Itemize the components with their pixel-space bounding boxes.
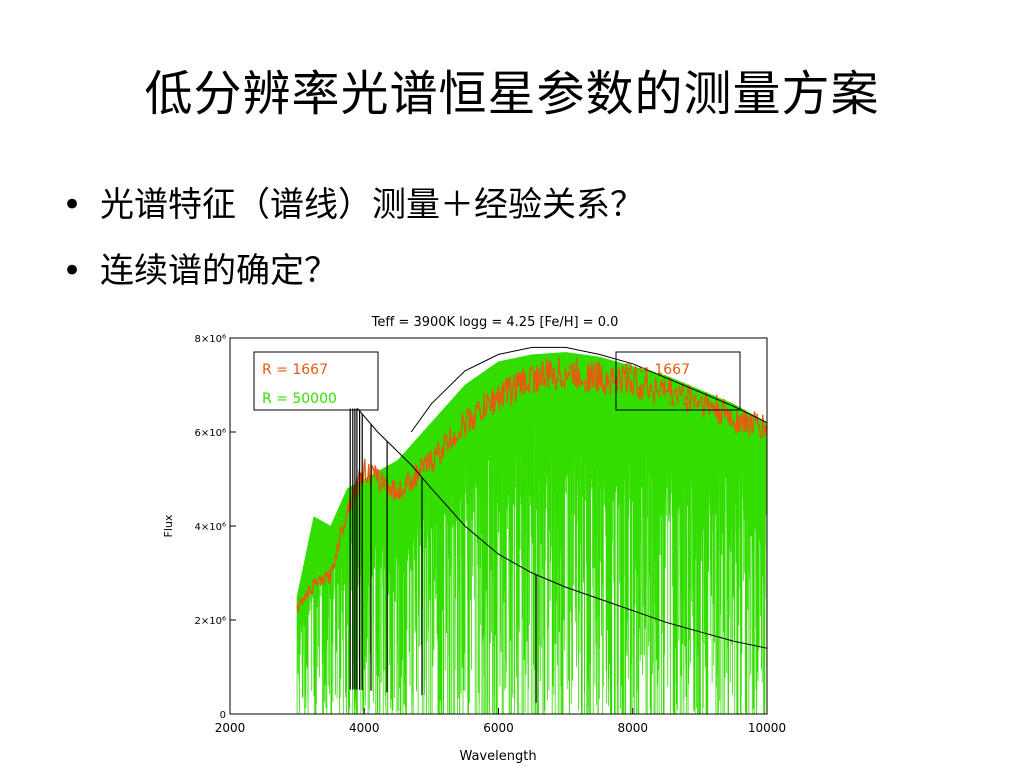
bullet-item: • 连续谱的确定？ [60, 248, 644, 294]
y-tick-label: 6×10⁶ [195, 428, 226, 439]
axis-ticks: 2000 4000 6000 8000 10000 0 2×10⁶ 4×10⁶ 6×10⁶ 8×1… [195, 334, 787, 735]
x-tick-label: 10000 [748, 721, 786, 735]
x-tick-label: 8000 [617, 721, 648, 735]
envelope-curve [410, 346, 768, 433]
legend-entry: R = 1667 [262, 362, 328, 378]
spectrum-chart: Teff = 3900K logg = 4.25 [Fe/H] = 0.0 20… [162, 315, 787, 764]
slide-title: 低分辨率光谱恒星参数的测量方案 [144, 66, 880, 122]
chart-legends: R = 1667 R = 50000 R = 1667 R = 50000 [253, 351, 741, 411]
legend-box [615, 351, 741, 411]
x-tick-label: 6000 [483, 721, 514, 735]
x-tick-label: 4000 [349, 721, 380, 735]
legend-entry: R = 1667 [624, 362, 690, 378]
y-tick-label: 8×10⁶ [195, 334, 226, 345]
chart-title: Teff = 3900K logg = 4.25 [Fe/H] = 0.0 [371, 315, 619, 330]
bullet-list: • 光谱特征（谱线）测量＋经验关系？ • 连续谱的确定？ [60, 182, 644, 314]
y-tick-label: 4×10⁶ [195, 522, 226, 533]
bullet-text: 连续谱的确定？ [100, 251, 338, 291]
bullet-dot-icon: • [62, 251, 83, 291]
plot-area [296, 346, 768, 715]
bullet-item: • 光谱特征（谱线）测量＋经验关系？ [60, 182, 644, 228]
legend-entry: R = 50000 [262, 391, 337, 407]
legend-entry: R = 50000 [624, 391, 699, 407]
bullet-text: 光谱特征（谱线）测量＋经验关系？ [100, 185, 644, 225]
y-tick-label: 2×10⁶ [195, 616, 226, 627]
x-tick-label: 2000 [215, 721, 246, 735]
y-tick-label: 0 [220, 710, 226, 721]
y-axis-label: Flux [162, 514, 175, 537]
bullet-dot-icon: • [62, 185, 83, 225]
series-line-r1667 [296, 357, 768, 612]
x-axis-label: Wavelength [459, 749, 536, 764]
legend-box [253, 351, 379, 411]
continuum-curve [357, 408, 768, 649]
